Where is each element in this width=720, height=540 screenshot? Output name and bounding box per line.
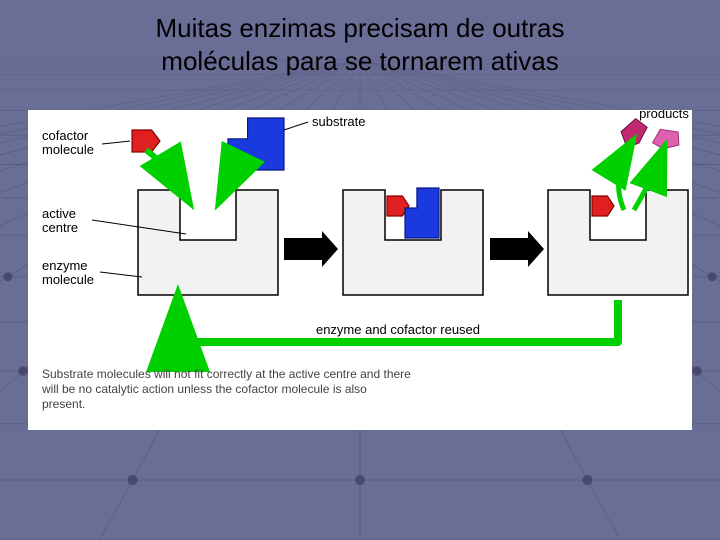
title-line2: moléculas para se tornarem ativas xyxy=(161,46,558,76)
title-line1: Muitas enzimas precisam de outras xyxy=(156,13,565,43)
svg-text:centre: centre xyxy=(42,220,78,235)
svg-text:active: active xyxy=(42,206,76,221)
svg-text:molecule: molecule xyxy=(42,272,94,287)
svg-text:cofactor: cofactor xyxy=(42,128,89,143)
enzyme-diagram-panel: cofactormoleculesubstrateactivecentreenz… xyxy=(28,110,692,430)
svg-text:molecule: molecule xyxy=(42,142,94,157)
diagram-footnote: Substrate molecules will not fit correct… xyxy=(42,367,412,412)
svg-text:enzyme and cofactor reused: enzyme and cofactor reused xyxy=(316,322,480,337)
svg-text:substrate: substrate xyxy=(312,114,365,129)
svg-text:enzyme: enzyme xyxy=(42,258,88,273)
svg-text:products: products xyxy=(639,110,689,121)
slide-title: Muitas enzimas precisam de outras molécu… xyxy=(0,12,720,77)
